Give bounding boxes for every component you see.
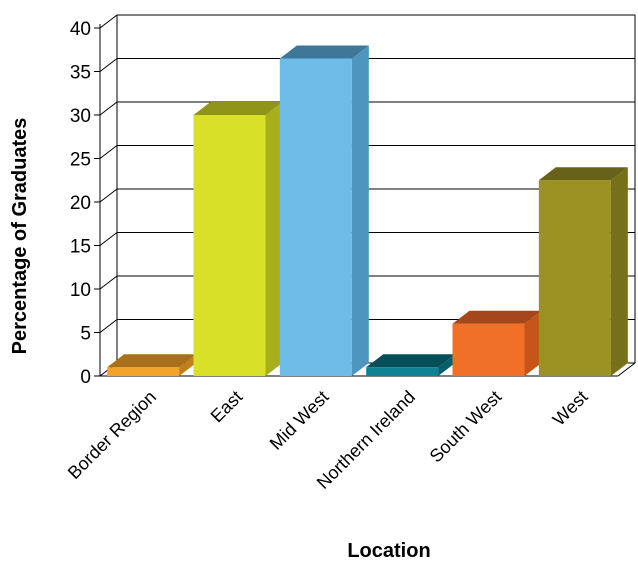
gridline-diagonal bbox=[99, 275, 118, 290]
gridline-diagonal bbox=[99, 101, 118, 116]
bar-front bbox=[366, 367, 439, 376]
bar-top bbox=[279, 45, 369, 59]
x-tick-label: Mid West bbox=[266, 387, 333, 454]
bar-mid-west bbox=[279, 45, 369, 376]
bar-side bbox=[438, 354, 456, 376]
bar-side bbox=[265, 102, 283, 376]
bar-front bbox=[452, 323, 525, 376]
y-tick-label: 5 bbox=[80, 324, 91, 345]
bar-front bbox=[538, 180, 611, 376]
bar-side bbox=[524, 310, 542, 376]
bar-front bbox=[193, 115, 266, 376]
bar-border-region bbox=[107, 354, 197, 376]
bars bbox=[107, 45, 628, 376]
floor-right-edge bbox=[617, 362, 636, 377]
bar-side bbox=[351, 45, 369, 376]
x-axis-title: Location bbox=[347, 540, 430, 562]
x-tick-label: Border Region bbox=[64, 387, 160, 483]
y-tick-label: 40 bbox=[70, 19, 91, 40]
y-tick-label: 30 bbox=[70, 106, 91, 127]
gridline-diagonal bbox=[99, 319, 118, 333]
x-tick-label: South West bbox=[426, 387, 506, 467]
gridline-diagonal bbox=[99, 188, 118, 203]
bar-east bbox=[193, 102, 283, 376]
y-tick-labels: 0 5 10 15 20 25 30 35 40 bbox=[70, 19, 91, 388]
bar-top bbox=[452, 310, 542, 324]
gridline-diagonal bbox=[99, 14, 118, 29]
gridline-diagonal bbox=[99, 58, 118, 72]
gridline-diagonal bbox=[99, 232, 118, 246]
bar-side bbox=[179, 354, 197, 376]
bar-top bbox=[193, 102, 283, 115]
bar-northern-ireland bbox=[366, 354, 456, 376]
bar-south-west bbox=[452, 310, 542, 376]
y-tick-label: 25 bbox=[70, 150, 91, 171]
y-tick-label: 20 bbox=[70, 193, 91, 214]
gridline-diagonal bbox=[99, 145, 118, 159]
x-tick-label: East bbox=[207, 387, 247, 427]
bar-side bbox=[610, 167, 628, 376]
bar-front bbox=[107, 367, 180, 376]
x-tick-label: West bbox=[549, 387, 592, 430]
bar-front bbox=[279, 58, 352, 376]
y-tick-label: 35 bbox=[70, 63, 91, 84]
y-tick-label: 10 bbox=[70, 280, 91, 301]
bar-top bbox=[107, 354, 197, 368]
y-axis-title: Percentage of Graduates bbox=[9, 118, 31, 355]
y-tick-label: 15 bbox=[70, 237, 91, 258]
axes bbox=[99, 15, 636, 377]
bar-top bbox=[538, 167, 628, 181]
y-tick-label: 0 bbox=[80, 367, 91, 388]
bar-top bbox=[366, 354, 456, 368]
bar-west bbox=[538, 167, 628, 376]
